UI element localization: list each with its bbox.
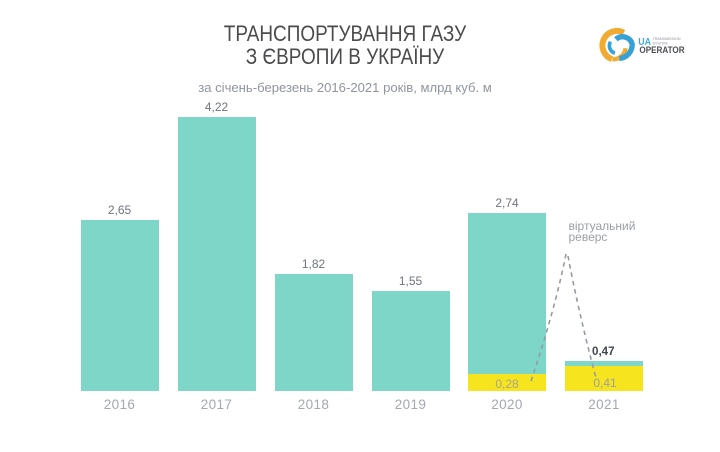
svg-text:UA: UA [638,37,651,48]
svg-text:SYSTEM: SYSTEM [653,42,668,46]
svg-text:OPERATOR: OPERATOR [639,45,685,55]
svg-text:TRANSMISSION: TRANSMISSION [653,37,682,41]
